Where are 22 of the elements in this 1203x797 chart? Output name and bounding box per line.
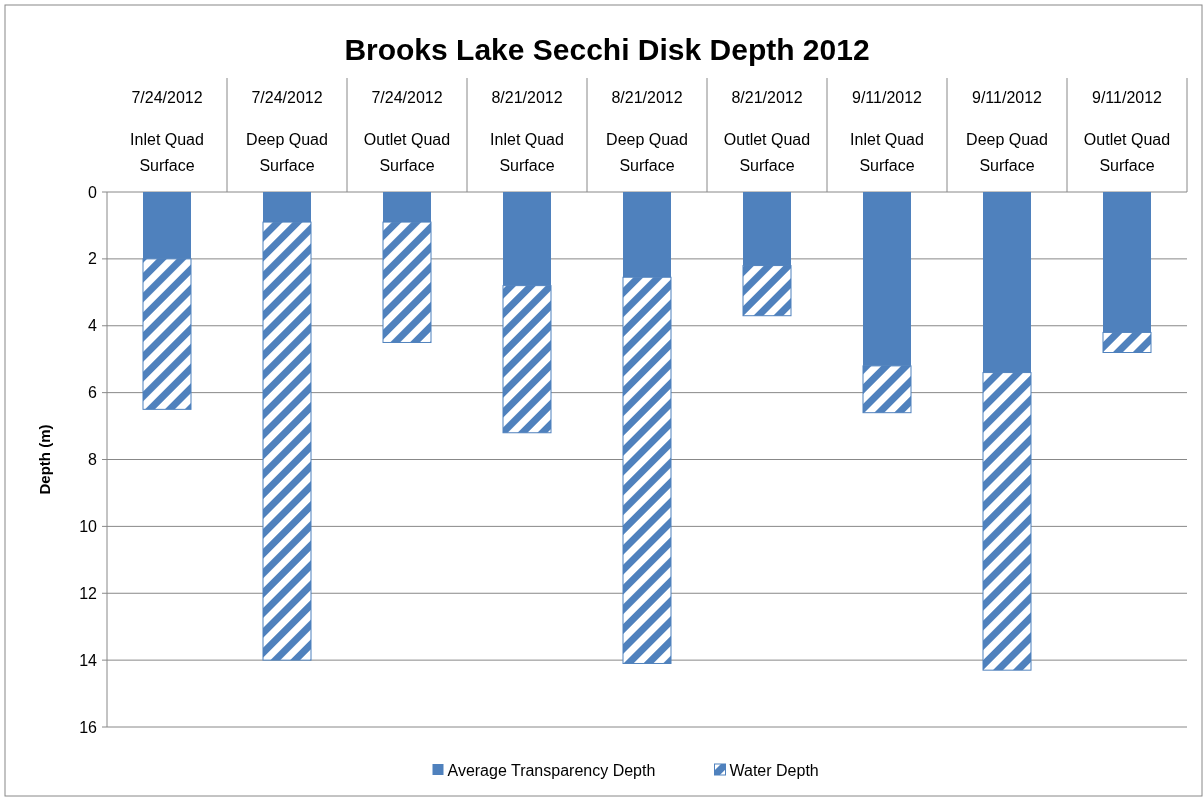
category-label: 8/21/2012 Inlet Quad Surface [490,89,564,174]
category-label: 7/24/2012 Inlet Quad Surface [130,89,204,174]
legend-label: Average Transparency Depth [447,761,656,779]
y-tick-label: 10 [79,517,98,535]
category-label: 9/11/2012 Outlet Quad Surface [1083,89,1171,174]
y-tick-label: 0 [88,183,98,201]
y-tick-label: 14 [79,651,98,669]
category-label: 9/11/2012 Inlet Quad Surface [850,89,924,174]
chart-title: Brooks Lake Secchi Disk Depth 2012 [344,33,870,66]
category-label: 8/21/2012 Outlet Quad Surface [723,89,811,174]
category-label: 7/24/2012 Outlet Quad Surface [363,89,451,174]
y-tick-label: 4 [88,317,98,335]
y-tick-label: 8 [88,451,98,469]
y-tick-label: 16 [79,718,98,736]
category-label: 7/24/2012 Deep Quad Surface [246,89,328,174]
category-label: 8/21/2012 Deep Quad Surface [606,89,688,174]
y-tick-label: 6 [88,384,98,402]
y-axis-title: Depth (m) [36,424,53,495]
category-label: 9/11/2012 Deep Quad Surface [966,89,1048,174]
legend-label: Water Depth [729,761,819,779]
y-tick-label: 12 [79,584,98,602]
y-tick-label: 2 [88,250,98,268]
